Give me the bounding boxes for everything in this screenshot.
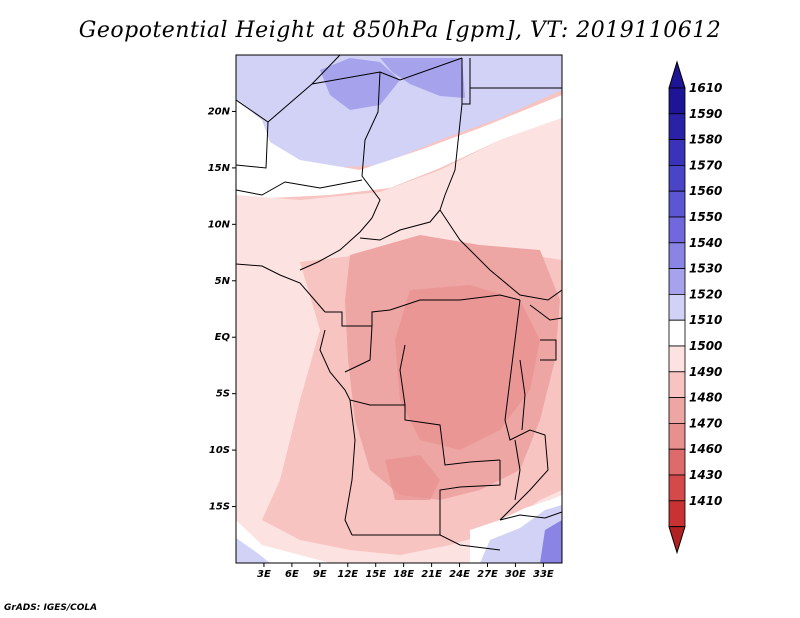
colorbar-bottom-arrow [668, 526, 686, 555]
lon-tick-label: 33E [533, 569, 554, 580]
lon-tick-label: 15E [365, 569, 386, 580]
colorbar-swatch [668, 113, 686, 141]
colorbar-label: 1570 [689, 158, 722, 172]
colorbar-swatch [668, 268, 686, 295]
colorbar-swatch [668, 345, 686, 373]
colorbar-label: 1580 [689, 133, 722, 147]
lon-tick-label: 9E [313, 569, 327, 580]
colorbar-swatch [668, 139, 686, 166]
lon-tick-label: 12E [337, 569, 358, 580]
latitude-axis: 20N 15N 10N 5N EQ 5S 10S 15S [208, 106, 236, 513]
colorbar-swatch [668, 242, 686, 270]
colorbar-label: 1560 [689, 184, 722, 198]
lat-tick-label: 15N [208, 163, 231, 174]
colorbar-swatch [668, 164, 686, 192]
colorbar-top-arrow [668, 60, 686, 89]
colorbar-swatch [668, 319, 686, 347]
colorbar-swatch [668, 500, 686, 527]
colorbar-label: 1460 [689, 442, 722, 456]
colorbar-label: 1530 [689, 262, 722, 276]
colorbar-label: 1490 [689, 365, 722, 379]
lat-tick-label: 10S [209, 445, 230, 456]
colorbar-swatch [668, 474, 686, 502]
map-title: Geopotential Height at 850hPa [gpm], VT:… [78, 18, 722, 43]
colorbar-label: 1480 [689, 391, 722, 405]
colorbar-label: 1550 [689, 210, 722, 224]
map-frame [235, 54, 563, 564]
lat-tick-label: 15S [209, 502, 230, 513]
colorbar-swatch [668, 293, 686, 321]
lon-tick-label: 18E [393, 569, 414, 580]
colorbar-label: 1500 [689, 339, 722, 353]
lon-tick-label: 6E [285, 569, 299, 580]
height-field [236, 55, 562, 563]
lon-tick-label: 27E [477, 569, 498, 580]
lon-tick-label: 21E [421, 569, 442, 580]
country-borders [236, 55, 562, 551]
lon-tick-label: 24E [449, 569, 470, 580]
lat-tick-label: 5S [216, 389, 230, 400]
colorbar-label: 1410 [689, 494, 722, 508]
lat-tick-label: 20N [208, 106, 231, 117]
colorbar: 1610 1590 1580 1570 1560 1550 1540 1530 1520 1510… [668, 60, 722, 555]
longitude-axis: 3E 6E 9E 12E 15E 18E 21E 24E 27E 30E 33E [257, 563, 554, 580]
lat-tick-label: 10N [208, 219, 231, 230]
lat-tick-label: 5N [215, 276, 231, 287]
colorbar-swatch [668, 190, 686, 218]
colorbar-label: 1510 [689, 313, 722, 327]
colorbar-label: 1540 [689, 236, 722, 250]
colorbar-label: 1470 [689, 416, 722, 430]
colorbar-swatch [668, 397, 686, 424]
lat-tick-label: EQ [215, 332, 231, 343]
colorbar-label: 1610 [689, 81, 722, 95]
colorbar-label: 1430 [689, 468, 722, 482]
colorbar-swatch [668, 87, 686, 115]
colorbar-swatch [668, 371, 686, 398]
colorbar-swatch [668, 216, 686, 244]
grads-credit: GrADS: IGES/COLA [4, 603, 98, 613]
colorbar-label: 1590 [689, 107, 722, 121]
colorbar-swatch [668, 422, 686, 450]
colorbar-label: 1520 [689, 287, 722, 301]
lon-tick-label: 30E [505, 569, 526, 580]
lon-tick-label: 3E [257, 569, 271, 580]
colorbar-swatch [668, 448, 686, 476]
